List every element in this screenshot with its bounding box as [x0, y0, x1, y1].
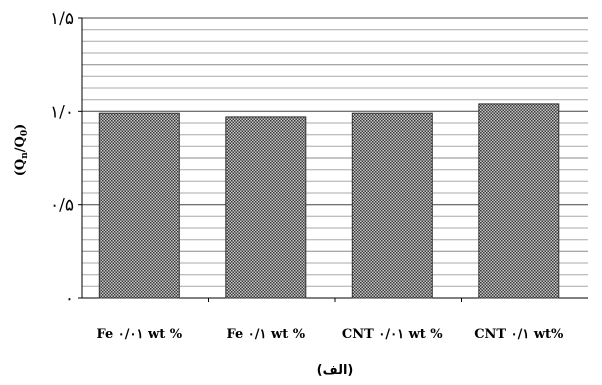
y-axis-label: (Qn/Q0) [13, 124, 30, 177]
category-label: CNT ۰/۱ wt% [474, 327, 564, 342]
category-label: Fe ۰/۱ wt % [226, 327, 305, 342]
y-tick-label: ۰/۵ [50, 196, 74, 216]
y-tick-label: ۰ [65, 289, 74, 309]
category-labels: Fe ۰/۰۱ wt % Fe ۰/۱ wt % CNT ۰/۰۱ wt % CNT … [96, 327, 564, 342]
y-tick-labels: ۰ ۰/۵ ۱/۰ ۱/۵ [50, 9, 82, 309]
y-tick-label: ۱/۵ [50, 9, 74, 29]
bar [478, 103, 560, 299]
bar [98, 112, 180, 299]
bars [98, 103, 560, 299]
bar [351, 112, 433, 299]
category-label: Fe ۰/۰۱ wt % [96, 327, 182, 342]
category-label: CNT ۰/۰۱ wt % [342, 327, 443, 342]
figure-caption: (الف) [317, 363, 354, 378]
y-tick-label: ۱/۰ [50, 102, 74, 122]
bar [225, 116, 307, 299]
